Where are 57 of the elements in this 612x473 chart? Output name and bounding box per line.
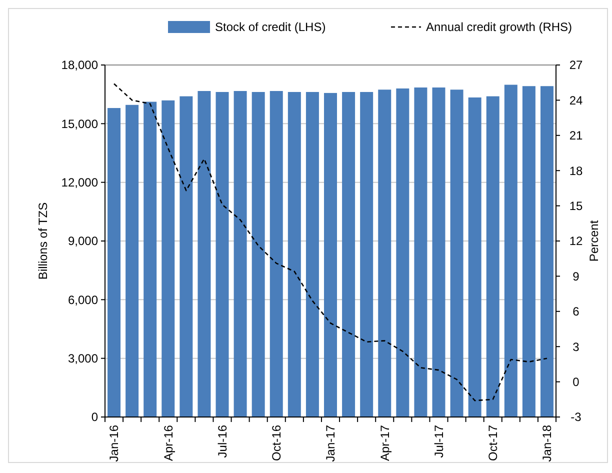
bar (270, 91, 283, 417)
bar (342, 92, 356, 417)
bar (522, 86, 536, 417)
x-tick-label: Jan-16 (107, 424, 122, 462)
y-tick-label: 18,000 (61, 58, 98, 72)
bar (378, 90, 392, 417)
x-tick-label: Jul-17 (432, 424, 446, 458)
y-tick-label: 9,000 (68, 234, 98, 248)
y2-tick-label: -3 (570, 410, 582, 424)
bar (432, 87, 446, 417)
bar (468, 97, 482, 417)
bar (504, 84, 518, 417)
bar (180, 96, 193, 417)
line-series (113, 83, 548, 402)
bar (324, 92, 337, 417)
y-tick-label: 6,000 (68, 292, 98, 307)
legend-label: Annual credit growth (RHS) (426, 20, 572, 34)
y2-tick-label: 27 (569, 58, 583, 72)
y-tick-label: 0 (91, 410, 98, 424)
x-tick-label: Apr-17 (378, 424, 392, 462)
y2-tick-label: 0 (572, 375, 580, 389)
y2-tick-label: 6 (572, 304, 580, 319)
y2-tick-label: 18 (569, 164, 583, 178)
bar (396, 88, 410, 417)
bar (162, 100, 175, 417)
y2-tick-label: 21 (569, 128, 583, 143)
bar (486, 96, 500, 417)
bar (198, 91, 211, 417)
bar (288, 92, 301, 417)
bar (234, 91, 247, 417)
x-tick-label: Oct-16 (270, 424, 284, 462)
bar (540, 86, 554, 417)
x-tick-label: Jan-17 (324, 424, 338, 462)
bar (450, 90, 464, 417)
y-tick-label: 15,000 (61, 116, 98, 131)
bar (144, 102, 157, 417)
x-tick-label: Jul-16 (215, 424, 230, 458)
y2-tick-label: 9 (572, 269, 580, 284)
x-tick-label: Jan-18 (540, 424, 554, 462)
legend-label: Stock of credit (LHS) (215, 20, 326, 34)
y2-tick-label: 24 (569, 93, 583, 108)
x-tick-label: Apr-16 (161, 424, 176, 462)
y2-tick-label: 12 (569, 234, 583, 248)
y-tick-label: 12,000 (61, 176, 98, 190)
bar (306, 92, 319, 417)
y2-tick-label: 15 (569, 199, 583, 213)
bar (126, 104, 139, 417)
x-tick-label: Oct-17 (486, 424, 500, 462)
y2-tick-label: 3 (572, 340, 580, 354)
bar (360, 92, 374, 417)
bar (108, 108, 121, 417)
y2-axis-title: Percent (587, 220, 601, 262)
y-tick-label: 3,000 (68, 352, 98, 366)
bar (252, 92, 265, 417)
bar (216, 92, 229, 417)
bar (414, 87, 428, 417)
y-axis-title: Billions of TZS (36, 202, 50, 280)
